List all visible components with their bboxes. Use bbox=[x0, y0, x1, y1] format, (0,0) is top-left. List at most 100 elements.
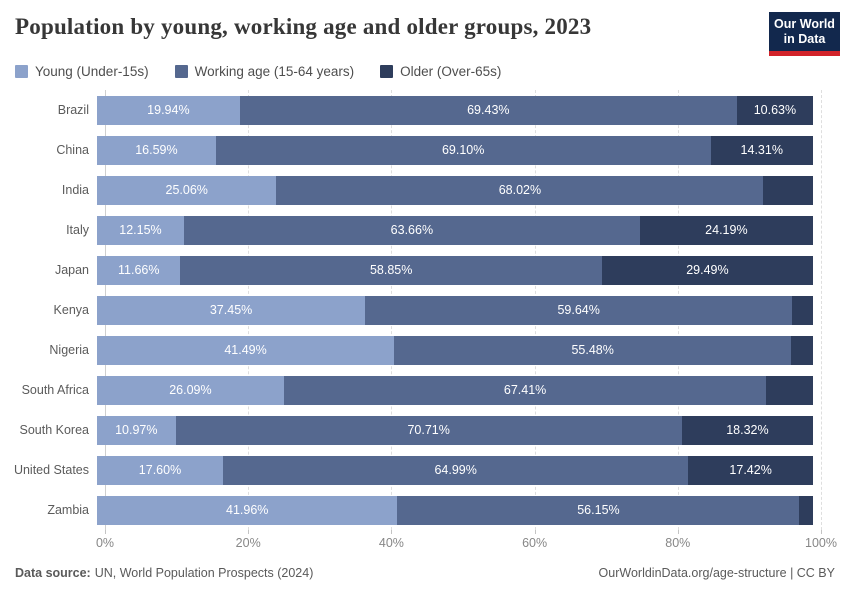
bar-segment-young[interactable]: 26.09% bbox=[97, 375, 284, 405]
bar-row: South Africa 26.09% 67.41% bbox=[0, 370, 850, 410]
bar-row: Brazil 19.94% 69.43% 10.63% bbox=[0, 90, 850, 130]
legend-swatch-icon bbox=[15, 65, 28, 78]
bar-segment-older[interactable]: 17.42% bbox=[688, 455, 813, 485]
bar-segment-older[interactable] bbox=[791, 335, 813, 365]
bar-row: Nigeria 41.49% 55.48% bbox=[0, 330, 850, 370]
bar-value-label: 17.60% bbox=[138, 463, 182, 477]
bar-value-label: 11.66% bbox=[118, 263, 160, 277]
bar-value-label: 14.31% bbox=[740, 143, 783, 157]
axis-tick-label: 60% bbox=[522, 536, 548, 550]
legend-label: Older (Over-65s) bbox=[400, 64, 502, 79]
bar-segment-young[interactable]: 11.66% bbox=[97, 255, 181, 285]
bar-segment-working-age[interactable]: 58.85% bbox=[180, 255, 602, 285]
legend-item[interactable]: Older (Over-65s) bbox=[380, 64, 501, 79]
bar-row: China 16.59% 69.10% 14.31% bbox=[0, 130, 850, 170]
bar-value-label: 41.49% bbox=[224, 343, 267, 357]
bar-segment-older[interactable]: 18.32% bbox=[681, 415, 813, 445]
bar-value-label: 37.45% bbox=[209, 303, 253, 317]
legend: Young (Under-15s) Working age (15-64 year… bbox=[15, 64, 501, 79]
bar-segment-young[interactable]: 25.06% bbox=[97, 175, 277, 205]
axis-tick-label: 40% bbox=[378, 536, 404, 550]
country-label: Japan bbox=[54, 263, 89, 277]
bar-value-label: 12.15% bbox=[119, 223, 162, 237]
bar-segment-young[interactable]: 19.94% bbox=[97, 95, 240, 125]
bar-row: South Korea 10.97% 70.71% 18.32% bbox=[0, 410, 850, 450]
country-label: Brazil bbox=[57, 103, 89, 117]
country-label: Zambia bbox=[47, 503, 89, 517]
bar-value-label: 59.64% bbox=[557, 303, 600, 317]
bar-value-label: 19.94% bbox=[147, 103, 190, 117]
bar-segment-working-age[interactable]: 69.43% bbox=[239, 95, 737, 125]
bar-track: 16.59% 69.10% 14.31% bbox=[97, 135, 813, 165]
bar-row: Zambia 41.96% 56.15% bbox=[0, 490, 850, 530]
bar-segment-working-age[interactable]: 64.99% bbox=[223, 455, 689, 485]
bar-segment-working-age[interactable]: 56.15% bbox=[397, 495, 800, 525]
bar-row: Italy 12.15% 63.66% 24.19% bbox=[0, 210, 850, 250]
bar-value-label: 64.99% bbox=[434, 463, 477, 477]
bar-value-label: 63.66% bbox=[390, 223, 434, 237]
bar-segment-working-age[interactable]: 70.71% bbox=[175, 415, 682, 445]
legend-swatch-icon bbox=[174, 65, 188, 78]
axis-tick-label: 100% bbox=[805, 536, 837, 550]
bar-segment-young[interactable]: 17.60% bbox=[97, 455, 223, 485]
bar-track: 25.06% 68.02% bbox=[97, 175, 813, 205]
bar-row: India 25.06% 68.02% bbox=[0, 170, 850, 210]
credit-link[interactable]: OurWorldinData.org/age-structure | CC BY bbox=[598, 566, 835, 580]
bar-value-label: 25.06% bbox=[165, 183, 208, 197]
axis-tick bbox=[534, 530, 536, 534]
legend-item[interactable]: Young (Under-15s) bbox=[15, 64, 149, 79]
bar-segment-young[interactable]: 41.96% bbox=[97, 495, 398, 525]
x-axis: 0% 20% 40% 60% 80% 100% bbox=[96, 530, 837, 552]
data-source-text: UN, World Population Prospects (2024) bbox=[94, 566, 314, 580]
axis-tick-label: 0% bbox=[95, 536, 115, 550]
bar-segment-young[interactable]: 10.97% bbox=[97, 415, 176, 445]
bar-segment-young[interactable]: 12.15% bbox=[97, 215, 184, 245]
bar-value-label: 69.43% bbox=[467, 103, 510, 117]
country-label: Kenya bbox=[53, 303, 89, 317]
country-label: Nigeria bbox=[49, 343, 89, 357]
plot-area: Brazil 19.94% 69.43% 10.63% China 16.59% 69.10… bbox=[0, 90, 850, 530]
bar-segment-young[interactable]: 16.59% bbox=[97, 135, 216, 165]
bar-segment-older[interactable] bbox=[799, 495, 813, 525]
country-label: South Korea bbox=[19, 423, 90, 437]
bar-track: 17.60% 64.99% 17.42% bbox=[97, 455, 813, 485]
bar-value-label: 10.97% bbox=[115, 423, 158, 437]
bar-value-label: 29.49% bbox=[686, 263, 729, 277]
bar-segment-older[interactable] bbox=[792, 295, 813, 325]
axis-tick-label: 20% bbox=[235, 536, 261, 550]
bar-track: 12.15% 63.66% 24.19% bbox=[97, 215, 813, 245]
bar-row: United States 17.60% 64.99% 17.42% bbox=[0, 450, 850, 490]
axis-tick bbox=[248, 530, 250, 534]
legend-label: Young (Under-15s) bbox=[35, 64, 149, 79]
bar-segment-older[interactable]: 24.19% bbox=[639, 215, 813, 245]
bar-value-label: 16.59% bbox=[135, 143, 178, 157]
bar-value-label: 10.63% bbox=[753, 103, 797, 117]
owid-logo[interactable]: Our World in Data bbox=[769, 12, 840, 56]
bar-segment-older[interactable]: 10.63% bbox=[736, 95, 813, 125]
bar-segment-working-age[interactable]: 68.02% bbox=[276, 175, 764, 205]
bar-segment-working-age[interactable]: 59.64% bbox=[365, 295, 793, 325]
bar-segment-young[interactable]: 41.49% bbox=[97, 335, 395, 365]
bar-segment-older[interactable]: 29.49% bbox=[601, 255, 813, 285]
legend-item[interactable]: Working age (15-64 years) bbox=[174, 64, 354, 79]
bar-segment-older[interactable]: 14.31% bbox=[710, 135, 813, 165]
axis-tick-label: 80% bbox=[665, 536, 691, 550]
bar-value-label: 67.41% bbox=[503, 383, 547, 397]
country-label: Italy bbox=[66, 223, 89, 237]
bar-track: 11.66% 58.85% 29.49% bbox=[97, 255, 813, 285]
bar-segment-older[interactable] bbox=[766, 375, 813, 405]
bar-segment-young[interactable]: 37.45% bbox=[97, 295, 366, 325]
axis-tick bbox=[391, 530, 393, 534]
data-source-label: Data source: bbox=[15, 566, 91, 580]
bar-segment-working-age[interactable]: 55.48% bbox=[394, 335, 792, 365]
bar-rows: Brazil 19.94% 69.43% 10.63% China 16.59% 69.10… bbox=[0, 90, 850, 530]
country-label: United States bbox=[13, 463, 89, 477]
bar-row: Kenya 37.45% 59.64% bbox=[0, 290, 850, 330]
bar-value-label: 69.10% bbox=[441, 143, 485, 157]
footer: Data source: UN, World Population Prospec… bbox=[15, 566, 835, 580]
bar-segment-older[interactable] bbox=[763, 175, 813, 205]
bar-segment-working-age[interactable]: 63.66% bbox=[183, 215, 640, 245]
bar-segment-working-age[interactable]: 67.41% bbox=[283, 375, 767, 405]
bar-segment-working-age[interactable]: 69.10% bbox=[215, 135, 711, 165]
